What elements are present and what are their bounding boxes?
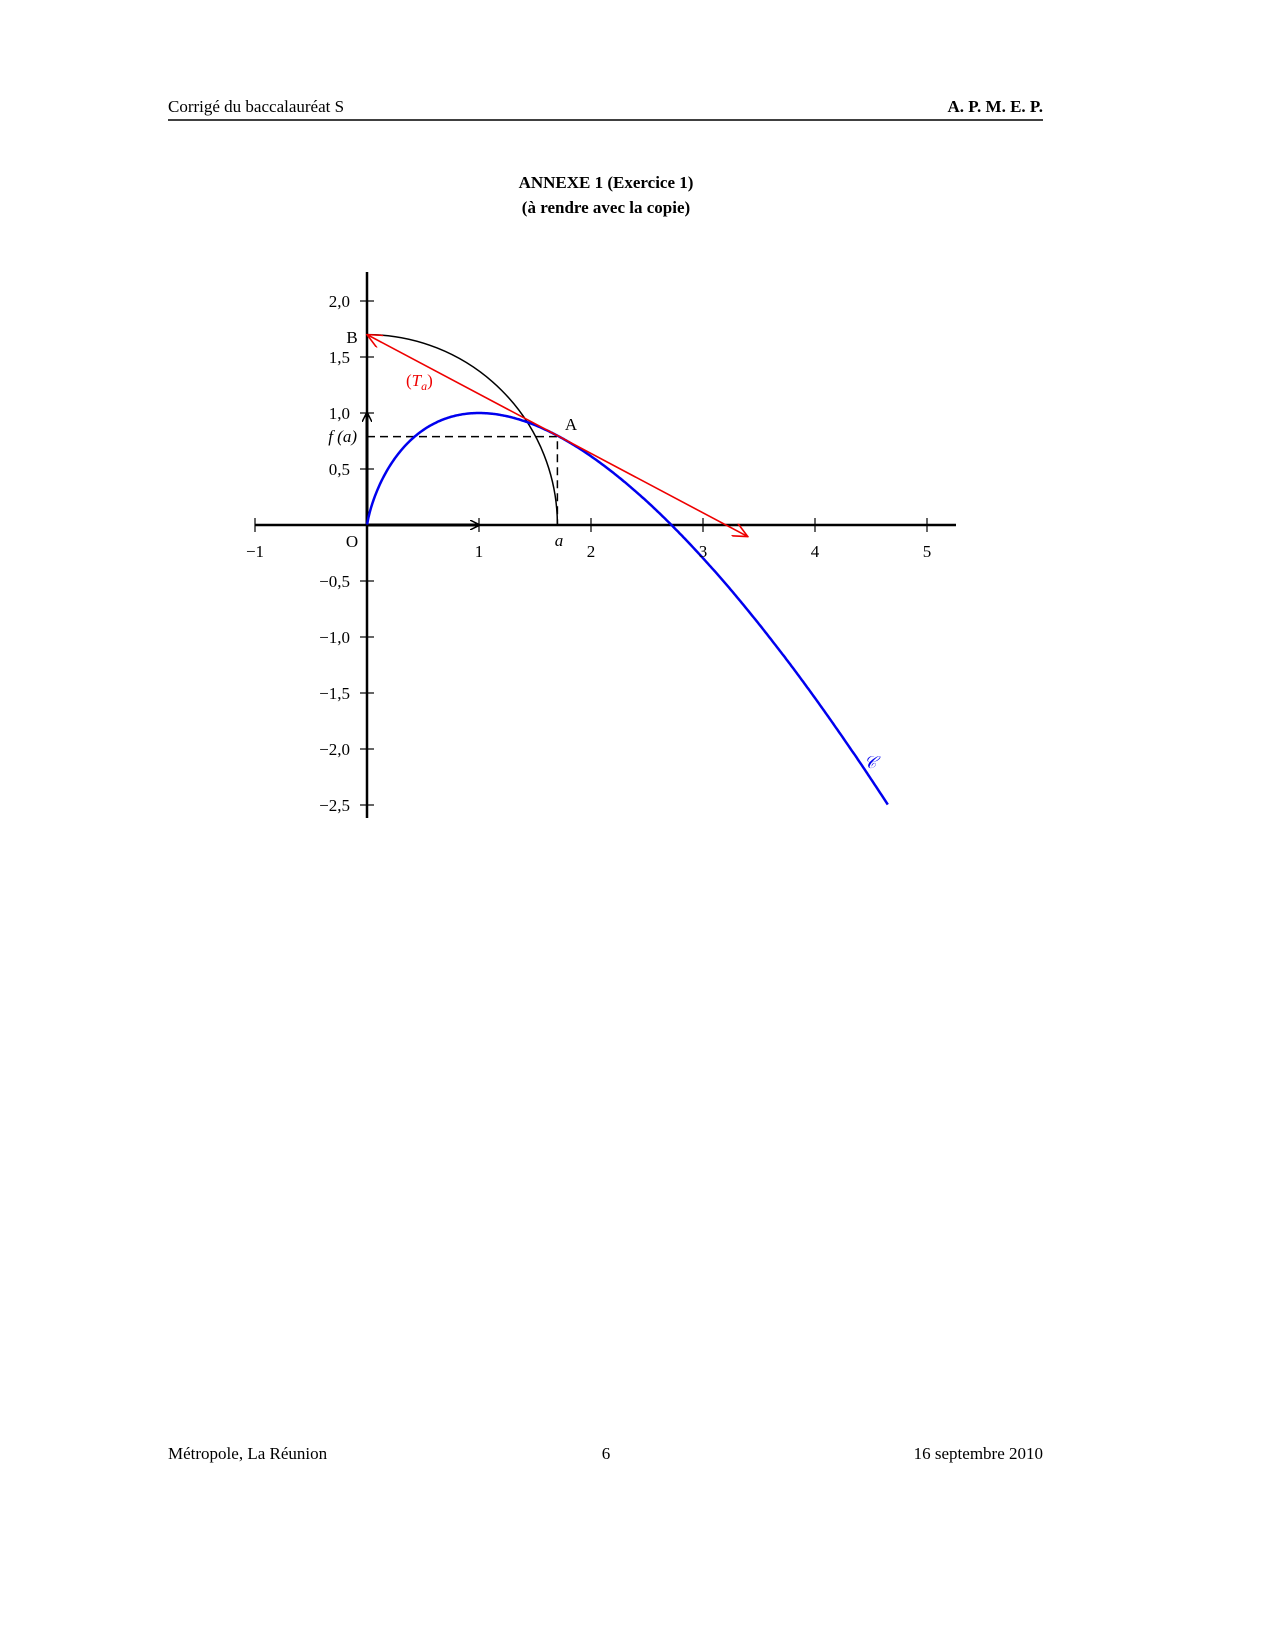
y-tick-label: −1,5	[319, 684, 350, 703]
y-tick-label: −0,5	[319, 572, 350, 591]
x-tick-label: −1	[246, 542, 264, 561]
tangent-label: (Ta)	[406, 371, 433, 393]
text: )	[427, 371, 433, 390]
text: a	[421, 379, 427, 393]
footer-left: Métropole, La Réunion	[168, 1444, 328, 1463]
x-tick-label: 4	[811, 542, 820, 561]
header-left: Corrigé du baccalauréat S	[168, 97, 344, 116]
x-tick-label: 1	[475, 542, 484, 561]
y-tick-label: −1,0	[319, 628, 350, 647]
x-tick-label: 2	[587, 542, 596, 561]
header-right: A. P. M. E. P.	[947, 97, 1043, 116]
fa-label: f (a)	[328, 427, 357, 446]
point-label: A	[565, 415, 578, 434]
y-tick-label: 1,0	[329, 404, 350, 423]
y-tick-label: 0,5	[329, 460, 350, 479]
title-line: (à rendre avec la copie)	[522, 198, 690, 217]
figure: B A O a f (a) (Ta) 𝒞 −1 1 2 3 4 52,01,51,00,5…	[246, 272, 956, 818]
footer-center: 6	[602, 1444, 611, 1463]
footer-right: 16 septembre 2010	[914, 1444, 1043, 1463]
y-tick-label: −2,5	[319, 796, 350, 815]
y-tick-label: −2,0	[319, 740, 350, 759]
y-tick-label: 1,5	[329, 348, 350, 367]
point-label: B	[346, 328, 357, 347]
x-tick-label: 3	[699, 542, 708, 561]
x-tick-label: 5	[923, 542, 932, 561]
origin-label: O	[346, 532, 358, 551]
y-tick-label: 2,0	[329, 292, 350, 311]
a-label: a	[555, 531, 564, 550]
text: T	[412, 371, 423, 390]
tangent-line	[367, 335, 748, 537]
text: (	[406, 371, 412, 390]
title-line: ANNEXE 1 (Exercice 1)	[519, 173, 694, 192]
